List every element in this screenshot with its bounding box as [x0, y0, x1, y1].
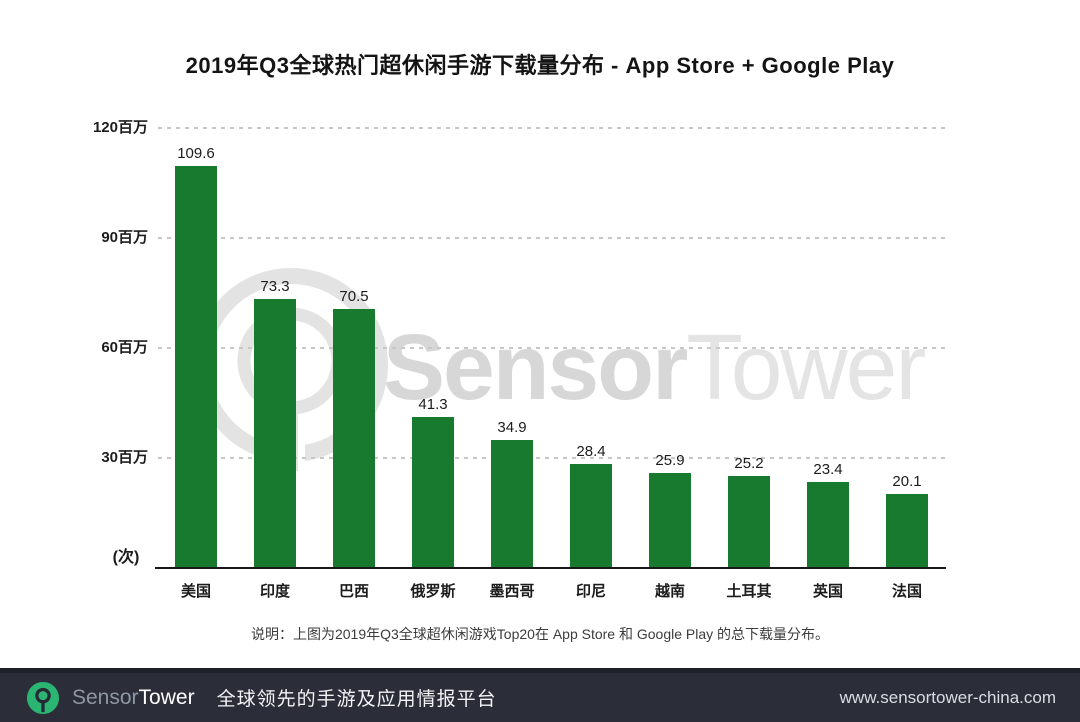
chart-note: 说明：上图为2019年Q3全球超休闲游戏Top20在 App Store 和 G…	[250, 626, 830, 642]
value-label: 34.9	[497, 419, 527, 436]
watermark-text-sensor: Sensor	[383, 315, 687, 419]
category-label: 美国	[180, 583, 211, 600]
gridline-30	[158, 457, 945, 459]
footer-brand-tower: Tower	[138, 685, 195, 709]
y-tick-label: 120百万	[92, 119, 148, 136]
category-label: 越南	[654, 583, 685, 600]
y-tick-label: 90百万	[101, 229, 148, 246]
bar-印尼	[570, 464, 612, 568]
gridline-60	[158, 347, 945, 349]
bar-越南	[649, 473, 691, 568]
x-axis-line	[155, 567, 946, 569]
bar-美国	[175, 166, 217, 568]
y-tick-label: 30百万	[101, 449, 148, 466]
gridline-120	[158, 127, 945, 129]
value-label: 70.5	[339, 288, 369, 305]
sensortower-logo-icon	[26, 681, 60, 714]
value-label: 20.1	[892, 473, 922, 490]
svg-text:SensorTower: SensorTower	[383, 315, 925, 419]
footer-brand-sensor: Sensor	[72, 685, 139, 709]
value-label: 23.4	[813, 461, 843, 478]
value-label: 25.2	[734, 455, 764, 472]
footer-url: www.sensortower-china.com	[839, 687, 1056, 707]
bar-土耳其	[728, 476, 770, 568]
category-label: 法国	[891, 583, 922, 600]
footer-tagline: 全球领先的手游及应用情报平台	[216, 689, 497, 710]
category-label: 墨西哥	[489, 583, 535, 600]
gridline-90	[158, 237, 945, 239]
bar-墨西哥	[491, 440, 533, 568]
category-label: 英国	[812, 583, 843, 600]
watermark-text-tower: Tower	[686, 315, 925, 419]
bar-法国	[886, 494, 928, 568]
category-label: 巴西	[338, 583, 369, 600]
bar-巴西	[333, 309, 375, 568]
footer-bar: SensorTower 全球领先的手游及应用情报平台 www.sensortow…	[0, 668, 1080, 722]
bar-印度	[254, 299, 296, 568]
footer-brand: SensorTower	[72, 686, 195, 710]
value-label: 25.9	[655, 452, 685, 469]
category-label: 土耳其	[726, 583, 772, 600]
category-label: 印尼	[575, 583, 606, 600]
page-title: 2019年Q3全球热门超休闲手游下载量分布 - App Store + Goog…	[185, 53, 895, 78]
y-tick-label: 60百万	[101, 339, 148, 356]
bar-俄罗斯	[412, 417, 454, 568]
category-label: 印度	[259, 583, 290, 600]
y-axis-unit-label: (次)	[112, 549, 140, 566]
value-label: 73.3	[260, 278, 290, 295]
value-label: 109.6	[177, 145, 215, 162]
value-label: 28.4	[576, 443, 606, 460]
value-label: 41.3	[418, 396, 448, 413]
bar-英国	[807, 482, 849, 568]
category-label: 俄罗斯	[410, 583, 456, 600]
